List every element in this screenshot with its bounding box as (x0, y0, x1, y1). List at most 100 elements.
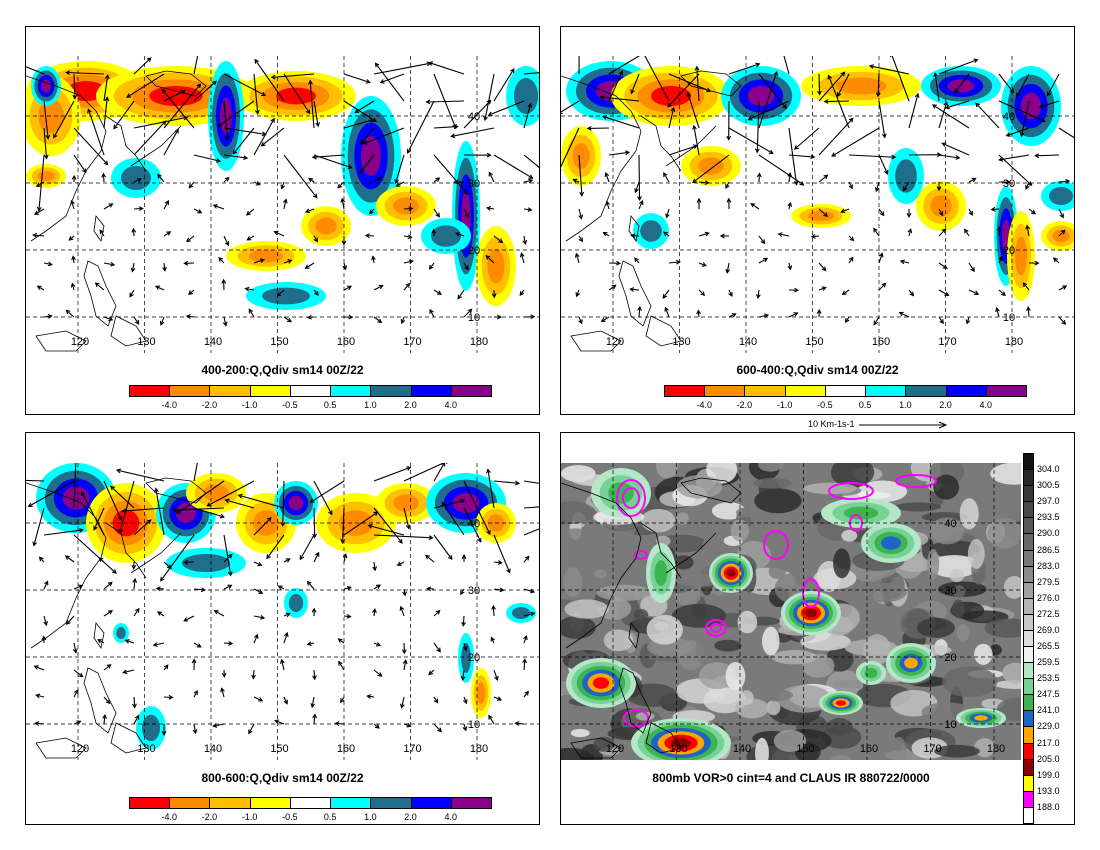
convergence-region (835, 77, 887, 95)
longitude-label: 130 (137, 743, 155, 755)
colorbar-swatch (1023, 790, 1034, 808)
convective-cloud (654, 560, 668, 586)
wind-vector (373, 723, 380, 729)
wind-vector (373, 669, 383, 677)
colorbar-swatch (1023, 726, 1034, 744)
colorbar-swatch (905, 385, 947, 397)
wind-vector (373, 466, 412, 482)
wind-vector (223, 235, 230, 247)
wind-vector (998, 100, 1046, 123)
cloud-texture (561, 501, 596, 525)
convergence-region (1015, 236, 1027, 276)
wind-vector (362, 127, 405, 145)
wind-vector (283, 631, 289, 644)
divergence-region (431, 225, 461, 247)
longitude-label: 160 (872, 336, 890, 348)
wind-vector (193, 463, 198, 482)
wind-vector (280, 181, 286, 190)
wind-vector (65, 309, 75, 318)
wind-vector (193, 208, 203, 214)
colorbar-label: 205.0 (1037, 753, 1060, 764)
colorbar-label: 269.0 (1037, 624, 1060, 635)
wind-vector (823, 99, 850, 104)
wind-vector (601, 115, 640, 129)
colorbar-label: 283.0 (1037, 560, 1060, 571)
cloud-texture (646, 614, 683, 645)
wind-vector (758, 235, 766, 245)
longitude-label: 140 (204, 743, 222, 755)
wind-vector (696, 197, 702, 210)
wind-vector (493, 696, 503, 701)
wind-vector (160, 534, 195, 582)
wind-vector (192, 723, 198, 735)
wind-vector (133, 57, 152, 75)
wind-vector (816, 308, 822, 318)
wind-vector (523, 178, 534, 184)
latitude-label: 40 (944, 518, 956, 530)
cloud-texture (766, 699, 781, 716)
wind-vector (221, 278, 227, 291)
latitude-label: 20 (1003, 245, 1015, 257)
colorbar-swatch (1023, 758, 1034, 776)
wind-vector (998, 154, 1030, 162)
wind-vector (27, 480, 75, 507)
wind-vector (898, 311, 910, 318)
wind-vector (372, 561, 378, 572)
wind-vector (523, 588, 536, 594)
wind-vector (996, 225, 1002, 237)
wind-vector (371, 255, 376, 264)
colorbar-label: -1.0 (241, 812, 258, 822)
wind-vector (485, 254, 495, 264)
wind-vector (334, 721, 345, 727)
wind-vector (1026, 306, 1031, 318)
colorbar-label: 1.0 (364, 400, 377, 410)
wind-vector (283, 73, 311, 115)
wind-vector (313, 480, 333, 516)
cloud-texture (929, 517, 965, 545)
longitude-label: 170 (403, 743, 421, 755)
wind-vector (608, 284, 617, 291)
colorbar-label: 2.0 (404, 812, 417, 822)
cloud-texture (777, 685, 832, 713)
wind-vector (176, 480, 225, 515)
wind-vector (433, 642, 441, 653)
wind-vector (110, 485, 135, 509)
wind-vector (373, 534, 434, 541)
wind-vector (43, 261, 53, 267)
cloud-texture (833, 548, 851, 579)
wind-vector (998, 73, 1015, 94)
divergence-region (512, 607, 530, 619)
vorticity-contour (705, 619, 727, 637)
wind-vector (463, 262, 469, 271)
map-600-400: 120 130 140 150 160 170 180 40 30 20 10 (561, 56, 1074, 353)
wind-vector (873, 227, 880, 237)
wind-vector (312, 669, 317, 681)
wind-vector (406, 100, 435, 154)
wind-vector (360, 127, 375, 145)
wind-vector (154, 487, 165, 536)
wind-vector (274, 719, 285, 725)
colorbar-label: -4.0 (161, 400, 177, 410)
wind-vector (163, 128, 179, 156)
wind-vector (154, 285, 165, 291)
wind-vector (253, 588, 264, 594)
wind-vector (522, 235, 528, 246)
coastline (83, 260, 117, 327)
wind-vector (873, 316, 880, 326)
wind-vector (523, 690, 529, 698)
cloud-texture (949, 568, 965, 583)
colorbar-label: 259.5 (1037, 657, 1060, 668)
wind-vector (493, 587, 505, 593)
wind-vector (908, 289, 915, 297)
wind-vector (600, 316, 610, 323)
longitude-label: 120 (606, 336, 624, 348)
wind-vector (103, 316, 114, 322)
wind-vector (523, 72, 539, 75)
wind-vector (490, 636, 495, 644)
wind-vector (223, 534, 233, 577)
wind-vector (283, 154, 318, 199)
wind-vector (965, 316, 971, 325)
colorbar-label: 297.0 (1037, 496, 1060, 507)
colorbar-swatch (1023, 597, 1034, 615)
